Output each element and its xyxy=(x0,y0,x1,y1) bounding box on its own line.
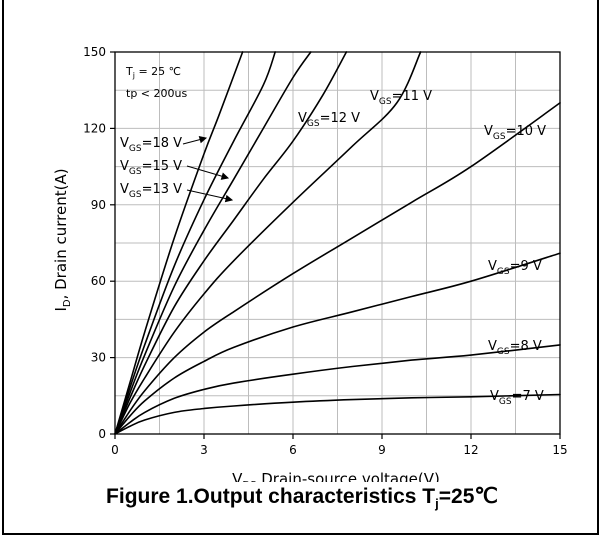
curve-vgs-13v xyxy=(114,51,312,435)
curve-label-main: V xyxy=(488,259,497,274)
y-tick-label: 150 xyxy=(83,45,106,59)
curve-label-rest: =12 V xyxy=(320,111,361,126)
y-axis-label-main: I xyxy=(52,307,70,311)
curve-label-vgs-9v: VGS=9 V xyxy=(488,259,542,277)
y-tick-label: 90 xyxy=(91,198,106,212)
x-axis-label-main: V xyxy=(232,470,243,482)
curve-label-sub: GS xyxy=(129,167,142,177)
curve-label-rest: =8 V xyxy=(510,339,542,354)
y-tick-label: 60 xyxy=(91,274,106,288)
curve-label-main: V xyxy=(298,111,307,126)
x-axis-label: VDS,Drain-source voltage(V) xyxy=(232,470,440,482)
caption-sub: j xyxy=(435,496,439,512)
curve-label-main: V xyxy=(120,159,129,174)
condition-tp: tp < 200us xyxy=(126,87,187,100)
curve-vgs-18v xyxy=(114,51,244,435)
x-tick-label: 15 xyxy=(552,443,567,457)
label-arrow-head xyxy=(224,194,234,203)
curve-label-rest: =18 V xyxy=(142,136,183,151)
curve-label-vgs-12v: VGS=12 V xyxy=(298,111,360,129)
curves xyxy=(114,51,561,435)
curve-label-vgs-10v: VGS=10 V xyxy=(484,124,546,142)
curve-vgs-10v xyxy=(114,102,561,435)
curve-vgs-7v xyxy=(114,393,561,435)
condition-tj-rest: = 25 ℃ xyxy=(135,65,181,78)
x-tick-label: 12 xyxy=(463,443,478,457)
x-tick-label: 3 xyxy=(200,443,208,457)
curve-label-rest: =11 V xyxy=(392,89,433,104)
x-axis-label-sub: DS xyxy=(242,480,256,482)
y-tick-label: 120 xyxy=(83,121,106,135)
curve-label-vgs-11v: VGS=11 V xyxy=(370,89,432,107)
y-axis-label-rest: , Drain current(A) xyxy=(52,168,70,299)
curve-label-main: V xyxy=(484,124,493,139)
curve-label-main: V xyxy=(488,339,497,354)
plot-border xyxy=(114,51,561,435)
curve-label-sub: GS xyxy=(493,132,506,142)
grid-lines xyxy=(115,52,560,434)
curve-label-rest: =7 V xyxy=(512,389,544,404)
condition-tj: Tj = 25 ℃ xyxy=(125,65,181,80)
curve-label-rest: =13 V xyxy=(142,182,183,197)
curve-label-main: V xyxy=(120,182,129,197)
label-arrows xyxy=(182,135,234,203)
condition-tj-main: T xyxy=(125,65,133,78)
y-tick-label: 0 xyxy=(98,427,106,441)
x-axis-label-rest: ,Drain-source voltage(V) xyxy=(256,470,439,482)
curve-vgs-9v xyxy=(114,252,561,435)
curve-label-sub: GS xyxy=(129,190,142,200)
y-axis-label: ID, Drain current(A) xyxy=(52,168,73,311)
label-arrow-line xyxy=(186,165,229,179)
curve-label-vgs-8v: VGS=8 V xyxy=(488,339,542,357)
curve-label-vgs-13v: VGS=13 V xyxy=(120,182,182,200)
y-tick-label: 30 xyxy=(91,351,106,365)
condition-tj-sub: j xyxy=(132,71,135,80)
curve-label-rest: =10 V xyxy=(506,124,547,139)
y-axis-label-sub: D xyxy=(62,299,73,307)
curve-label-vgs-18v: VGS=18 V xyxy=(120,136,182,154)
curve-vgs-12v xyxy=(114,51,348,435)
curve-label-sub: GS xyxy=(499,397,512,407)
curve-label-sub: GS xyxy=(379,97,392,107)
curve-label-main: V xyxy=(120,136,129,151)
figure-caption: Figure 1.Output characteristics Tj=25℃ xyxy=(0,484,604,511)
curve-label-sub: GS xyxy=(307,119,320,129)
label-arrow-line xyxy=(186,189,233,201)
caption-tail: =25℃ xyxy=(438,485,498,508)
curve-label-rest: =15 V xyxy=(142,159,183,174)
curve-label-sub: GS xyxy=(497,267,510,277)
curve-label-main: V xyxy=(490,389,499,404)
curve-label-vgs-15v: VGS=15 V xyxy=(120,159,182,177)
curve-label-sub: GS xyxy=(497,347,510,357)
curve-vgs-8v xyxy=(114,344,561,435)
x-tick-label: 0 xyxy=(111,443,119,457)
curve-label-rest: =9 V xyxy=(510,259,542,274)
curve-vgs-15v xyxy=(114,51,276,435)
label-arrow-head xyxy=(220,172,230,180)
curve-vgs-11v xyxy=(114,51,422,435)
curve-label-vgs-7v: VGS=7 V xyxy=(490,389,544,407)
label-arrow-head xyxy=(198,135,208,144)
curve-label-main: V xyxy=(370,89,379,104)
curve-label-sub: GS xyxy=(129,144,142,154)
x-tick-label: 6 xyxy=(289,443,297,457)
x-tick-label: 9 xyxy=(378,443,386,457)
caption-main: Figure 1.Output characteristics T xyxy=(106,485,436,508)
